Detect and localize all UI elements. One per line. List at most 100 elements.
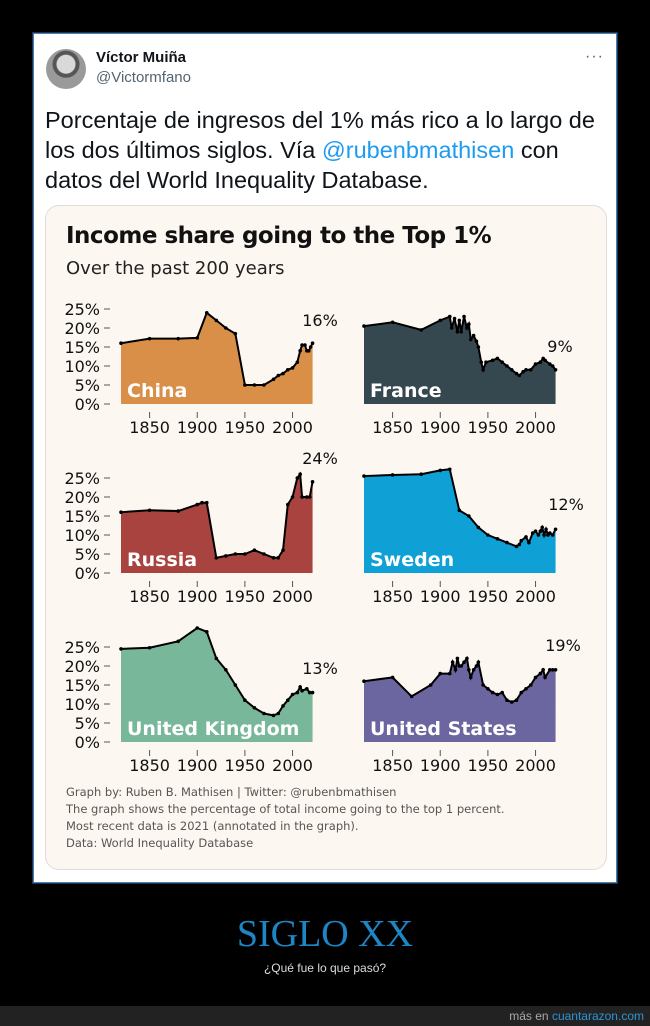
data-point [214, 656, 219, 661]
data-point [300, 688, 304, 693]
data-point [449, 326, 454, 330]
data-point [252, 383, 257, 387]
data-point [476, 525, 481, 530]
data-point [548, 362, 552, 366]
data-point [455, 656, 460, 661]
data-point [505, 540, 509, 545]
data-point [450, 660, 455, 664]
data-point [524, 368, 528, 372]
data-point [467, 668, 471, 672]
area-russia [121, 474, 313, 573]
data-point [195, 626, 200, 630]
data-point [541, 668, 545, 672]
data-point [252, 706, 257, 710]
y-tick-label: 15% [64, 338, 100, 357]
tweet-text: Porcentaje de ingresos del 1% más rico a… [45, 105, 610, 195]
data-point [533, 529, 538, 533]
latest-value-label: 13% [302, 659, 338, 678]
data-point [233, 331, 238, 336]
data-point [298, 349, 302, 353]
y-tick-label: 25% [64, 469, 100, 488]
data-point [303, 343, 307, 347]
data-point [147, 336, 152, 341]
data-point [543, 358, 547, 363]
chart-title: Income share going to the Top 1% [66, 223, 492, 249]
data-point [533, 362, 538, 366]
data-point [548, 668, 552, 672]
data-point [224, 554, 228, 558]
data-point [500, 690, 504, 695]
x-tick-label: 1850 [129, 756, 170, 775]
x-tick-label: 1950 [225, 418, 266, 437]
data-point [505, 698, 509, 702]
data-point [310, 690, 315, 695]
data-point [538, 360, 543, 365]
source-credit: más en cuantarazon.com [509, 1009, 644, 1023]
data-point [553, 368, 558, 372]
data-point [459, 330, 464, 334]
data-point [514, 371, 519, 376]
data-point [428, 683, 433, 687]
panel-label: United Kingdom [127, 718, 299, 740]
site-link[interactable]: cuantarazon.com [551, 1009, 644, 1023]
data-point [295, 476, 300, 480]
data-point [455, 330, 460, 334]
data-point [307, 495, 312, 499]
data-point [281, 371, 285, 376]
author-name[interactable]: Víctor Muiña [96, 49, 187, 66]
caption-subline: ¿Qué fue lo que pasó? [263, 961, 387, 975]
data-point [243, 383, 247, 387]
more-options-icon[interactable]: ··· [585, 48, 604, 65]
data-point [243, 552, 247, 556]
author-handle[interactable]: @Victormfano [96, 69, 191, 86]
panel-label: France [370, 380, 442, 402]
data-point [484, 360, 488, 365]
data-point [476, 660, 481, 664]
data-point [453, 668, 458, 672]
data-point [465, 656, 469, 661]
x-tick-label: 1900 [420, 587, 461, 606]
data-point [457, 318, 462, 323]
data-point [495, 356, 500, 361]
note-line: Data: World Inequality Database [66, 836, 254, 850]
panel-label: United States [370, 718, 517, 740]
note-line: Most recent data is 2021 (annotated in t… [66, 819, 359, 833]
data-point [452, 316, 457, 321]
avatar[interactable] [46, 49, 86, 89]
data-point [524, 687, 528, 691]
data-point [438, 468, 443, 473]
x-tick-label: 1900 [177, 418, 218, 437]
data-point [147, 645, 152, 650]
data-point [544, 527, 548, 532]
data-point [262, 552, 266, 556]
data-point [295, 360, 300, 365]
data-point [474, 664, 479, 668]
data-point [474, 339, 479, 344]
data-point [521, 369, 525, 374]
y-tick-label: 15% [64, 507, 100, 526]
mention-link[interactable]: @rubenbmathisen [321, 137, 515, 163]
data-point [285, 502, 290, 507]
note-line: The graph shows the percentage of total … [66, 802, 505, 816]
data-point [542, 533, 546, 537]
data-point [285, 698, 290, 702]
y-tick-label: 10% [64, 357, 100, 376]
data-point [243, 698, 247, 702]
data-point [467, 322, 471, 327]
chart-notes: Graph by: Ruben B. Mathisen | Twitter: @… [66, 784, 505, 852]
data-point [459, 664, 464, 668]
data-point [536, 533, 541, 537]
data-point [509, 368, 514, 372]
x-tick-label: 2000 [515, 587, 556, 606]
data-point [271, 556, 276, 560]
data-point [119, 510, 123, 514]
y-tick-label: 10% [64, 695, 100, 714]
x-tick-label: 1850 [372, 418, 413, 437]
data-point [438, 671, 443, 676]
data-point [447, 314, 452, 319]
chart-card: Income share going to the Top 1% Over th… [45, 205, 607, 870]
caption-headline: SIGLO XX [236, 913, 414, 955]
y-tick-label: 20% [64, 657, 100, 676]
y-tick-label: 0% [75, 395, 100, 414]
footer-bar: más en cuantarazon.com [0, 1006, 650, 1026]
